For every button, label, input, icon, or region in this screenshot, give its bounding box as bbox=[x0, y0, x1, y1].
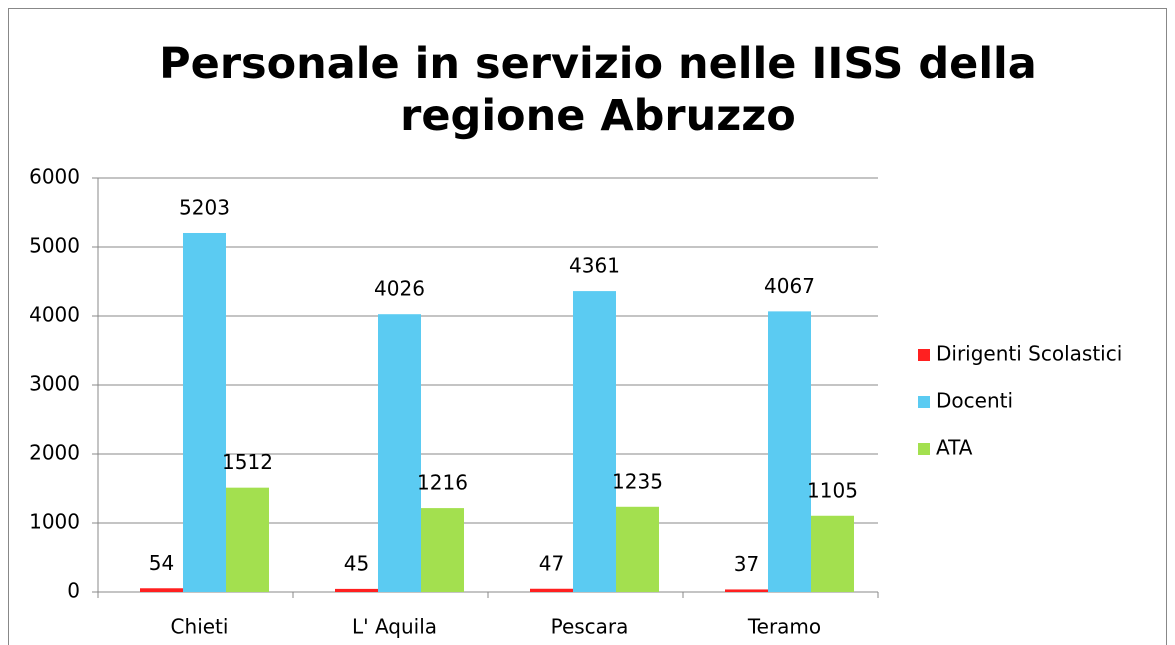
legend-label: Dirigenti Scolastici bbox=[936, 342, 1122, 366]
legend-label: Docenti bbox=[936, 389, 1013, 413]
data-label: 4067 bbox=[764, 274, 815, 298]
data-label: 4361 bbox=[569, 254, 620, 278]
chart-title: Personale in servizio nelle IISS della r… bbox=[159, 39, 1037, 141]
data-label: 37 bbox=[734, 552, 759, 576]
legend-marker bbox=[918, 443, 930, 455]
x-tick-label: Chieti bbox=[171, 615, 229, 639]
x-tick-label: Pescara bbox=[551, 615, 629, 639]
y-tick-label: 5000 bbox=[29, 234, 80, 258]
y-tick-label: 3000 bbox=[29, 372, 80, 396]
y-tick-label: 0 bbox=[67, 579, 80, 603]
legend-label: ATA bbox=[936, 436, 973, 460]
data-label: 1512 bbox=[222, 450, 273, 474]
y-tick-label: 4000 bbox=[29, 303, 80, 327]
y-tick-label: 1000 bbox=[29, 510, 80, 534]
data-label: 54 bbox=[149, 551, 174, 575]
bar bbox=[616, 506, 659, 592]
data-label: 4026 bbox=[374, 277, 425, 301]
bar bbox=[140, 588, 183, 592]
bar bbox=[573, 291, 616, 592]
bar bbox=[335, 588, 378, 592]
data-label: 1105 bbox=[807, 478, 858, 502]
bar bbox=[421, 508, 464, 592]
bar bbox=[725, 589, 768, 592]
bar bbox=[768, 311, 811, 592]
x-tick-label: Teramo bbox=[747, 615, 821, 639]
data-label: 1216 bbox=[417, 471, 468, 495]
legend-marker bbox=[918, 349, 930, 361]
bar bbox=[811, 515, 854, 592]
chart-border bbox=[8, 8, 1167, 645]
legend-marker bbox=[918, 396, 930, 408]
data-label: 47 bbox=[539, 551, 564, 575]
bar bbox=[530, 588, 573, 592]
data-label: 45 bbox=[344, 551, 369, 575]
bar bbox=[378, 314, 421, 592]
y-tick-label: 6000 bbox=[29, 165, 80, 189]
x-tick-label: L' Aquila bbox=[352, 615, 437, 639]
data-label: 1235 bbox=[612, 469, 663, 493]
data-label: 5203 bbox=[179, 195, 230, 219]
bar bbox=[183, 232, 226, 593]
y-tick-label: 2000 bbox=[29, 441, 80, 465]
bar bbox=[226, 487, 269, 592]
